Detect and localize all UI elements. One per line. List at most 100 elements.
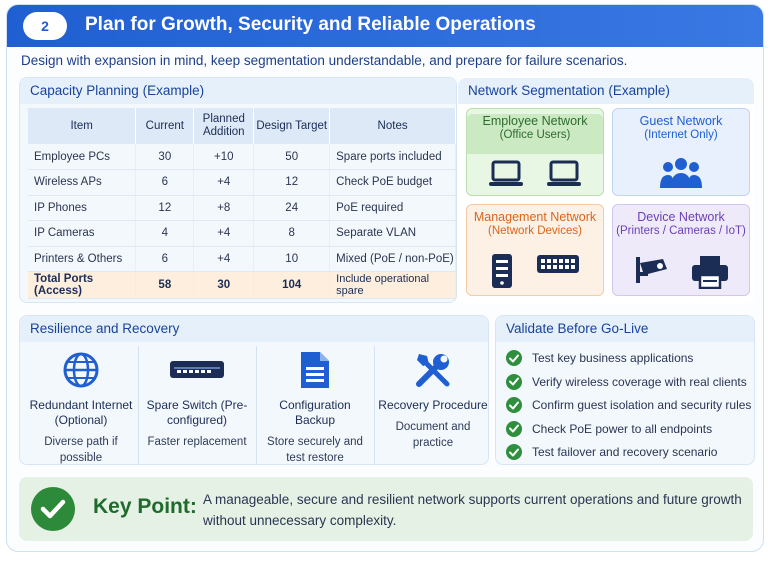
resilience-item-desc: Diverse path if possible [44, 436, 118, 464]
resilience-panel: Resilience and Recovery Redundant Intern… [19, 315, 489, 465]
checklist-item-label: Confirm guest isolation and security rul… [532, 398, 752, 412]
segment-name: Employee Network [482, 114, 588, 128]
table-cell: 30 [135, 144, 195, 170]
check-icon [506, 420, 522, 437]
capacity-title: Capacity Planning (Example) [20, 78, 456, 104]
table-cell: +4 [193, 246, 255, 272]
table-cell: Mixed (PoE / non-PoE) [329, 246, 456, 272]
segment-sub: (Office Users) [499, 129, 571, 141]
table-cell: PoE required [329, 195, 456, 221]
table-row: IP Phones 12 +8 24 PoE required [28, 195, 456, 221]
table-cell: Check PoE budget [329, 169, 456, 196]
checklist-item: Confirm guest isolation and security rul… [506, 397, 751, 413]
table-cell: 50 [253, 144, 331, 170]
check-icon [506, 444, 522, 460]
camera-icon [636, 257, 667, 283]
table-cell: Include operational spare [329, 271, 456, 299]
globe-icon [63, 352, 99, 388]
segment-name: Device Network [637, 210, 725, 224]
table-cell: 8 [253, 220, 331, 247]
table-row: Wireless APs 6 +4 12 Check PoE budget [28, 169, 456, 196]
table-cell: 6 [135, 169, 195, 196]
switch-icon [170, 361, 224, 378]
table-cell: 58 [135, 271, 195, 299]
key-point-label: Key Point: [93, 495, 197, 518]
resilience-item-title: Configuration Backup [279, 398, 351, 427]
segment-sub: (Printers / Cameras / IoT) [616, 225, 746, 237]
header-banner: 2 Plan for Growth, Security and Reliable… [7, 5, 763, 47]
check-icon [506, 350, 522, 366]
segment-device: Device Network (Printers / Cameras / IoT… [612, 204, 750, 296]
table-cell: 10 [253, 246, 331, 272]
server-icon [492, 254, 512, 288]
checklist-item-label: Check PoE power to all endpoints [532, 421, 713, 436]
resilience-item-title: Recovery Procedure [378, 398, 488, 412]
col-header: Notes [329, 108, 456, 144]
switch-icon [537, 255, 579, 273]
table-cell: Wireless APs [28, 169, 137, 196]
col-header: Item [28, 108, 137, 144]
table-cell: 12 [253, 169, 331, 196]
table-header-row: Item Current Planned Addition Design Tar… [28, 108, 456, 144]
checklist-item-label: Verify wireless coverage with real clien… [532, 374, 747, 389]
table-cell: 30 [193, 271, 255, 299]
laptop-icon [547, 160, 581, 186]
printer-icon [692, 256, 728, 289]
table-cell: 104 [253, 271, 331, 299]
validate-panel: Validate Before Go-Live Test key busines… [495, 315, 755, 465]
checklist-item: Check PoE power to all endpoints [506, 420, 713, 437]
checklist-item: Verify wireless coverage with real clien… [506, 373, 747, 390]
capacity-panel: Capacity Planning (Example) Item Current… [19, 77, 457, 303]
checklist-item: Test failover and recovery scenario [506, 444, 717, 460]
table-cell: 24 [253, 195, 331, 221]
table-cell: Employee PCs [28, 144, 137, 170]
resilience-item-desc: Faster replacement [147, 436, 247, 448]
check-icon [506, 373, 522, 390]
document-icon [301, 352, 329, 388]
segment-guest: Guest Network (Internet Only) [612, 108, 750, 196]
segment-name: Management Network [473, 210, 597, 224]
segment-management: Management Network (Network Devices) [466, 204, 604, 296]
table-cell: 6 [135, 246, 195, 272]
segmentation-panel: Network Segmentation (Example) Employee … [457, 77, 755, 303]
tools-icon [416, 354, 450, 387]
resilience-item: Recovery Procedure Document and practice [376, 344, 490, 544]
page-subtitle: Design with expansion in mind, keep segm… [21, 53, 628, 68]
key-point-text: A manageable, secure and resilient netwo… [203, 492, 742, 528]
table-cell: Spare ports included [329, 144, 456, 170]
col-header: Planned Addition [193, 108, 255, 144]
check-icon [506, 397, 522, 413]
slide-card: 2 Plan for Growth, Security and Reliable… [6, 4, 764, 552]
table-total-row: Total Ports (Access) 58 30 104 Include opera… [28, 271, 456, 299]
table-cell: Total Ports (Access) [28, 271, 137, 299]
table-cell: IP Cameras [28, 220, 137, 247]
resilience-item-desc: Store securely and test restore [267, 436, 363, 464]
segment-name: Guest Network [639, 114, 723, 128]
table-cell: +8 [193, 195, 255, 221]
table-cell: +10 [193, 144, 255, 170]
segment-employee: Employee Network (Office Users) [466, 108, 604, 196]
resilience-item-title: Spare Switch (Pre-configured) [146, 398, 248, 427]
key-point-box: Key Point: A manageable, secure and resi… [19, 477, 753, 541]
resilience-item: Redundant Internet (Optional) Diverse pa… [24, 344, 138, 544]
step-badge: 2 [23, 12, 67, 40]
page-title: Plan for Growth, Security and Reliable O… [85, 14, 536, 35]
table-row: Printers & Others 6 +4 10 Mixed (PoE / non-P… [28, 246, 456, 272]
resilience-item: Configuration Backup Store securely and … [258, 344, 372, 544]
laptop-icon [489, 160, 523, 186]
validate-title: Validate Before Go-Live [496, 316, 754, 342]
resilience-item: Spare Switch (Pre-configured) Faster rep… [140, 344, 254, 544]
segmentation-title: Network Segmentation (Example) [458, 78, 754, 104]
table-cell: Printers & Others [28, 246, 137, 272]
checklist-item-label: Test failover and recovery scenario [532, 445, 718, 459]
table-cell: +4 [193, 169, 255, 196]
capacity-table: Item Current Planned Addition Design Tar… [28, 108, 456, 299]
table-cell: 12 [135, 195, 195, 221]
segment-sub: (Network Devices) [488, 225, 582, 237]
table-cell: Separate VLAN [329, 220, 456, 247]
col-header: Design Target [253, 108, 331, 144]
segment-sub: (Internet Only) [644, 129, 718, 141]
resilience-item-desc: Document and practice [395, 421, 471, 449]
table-cell: 4 [135, 220, 195, 247]
checklist-item: Test key business applications [506, 350, 693, 366]
